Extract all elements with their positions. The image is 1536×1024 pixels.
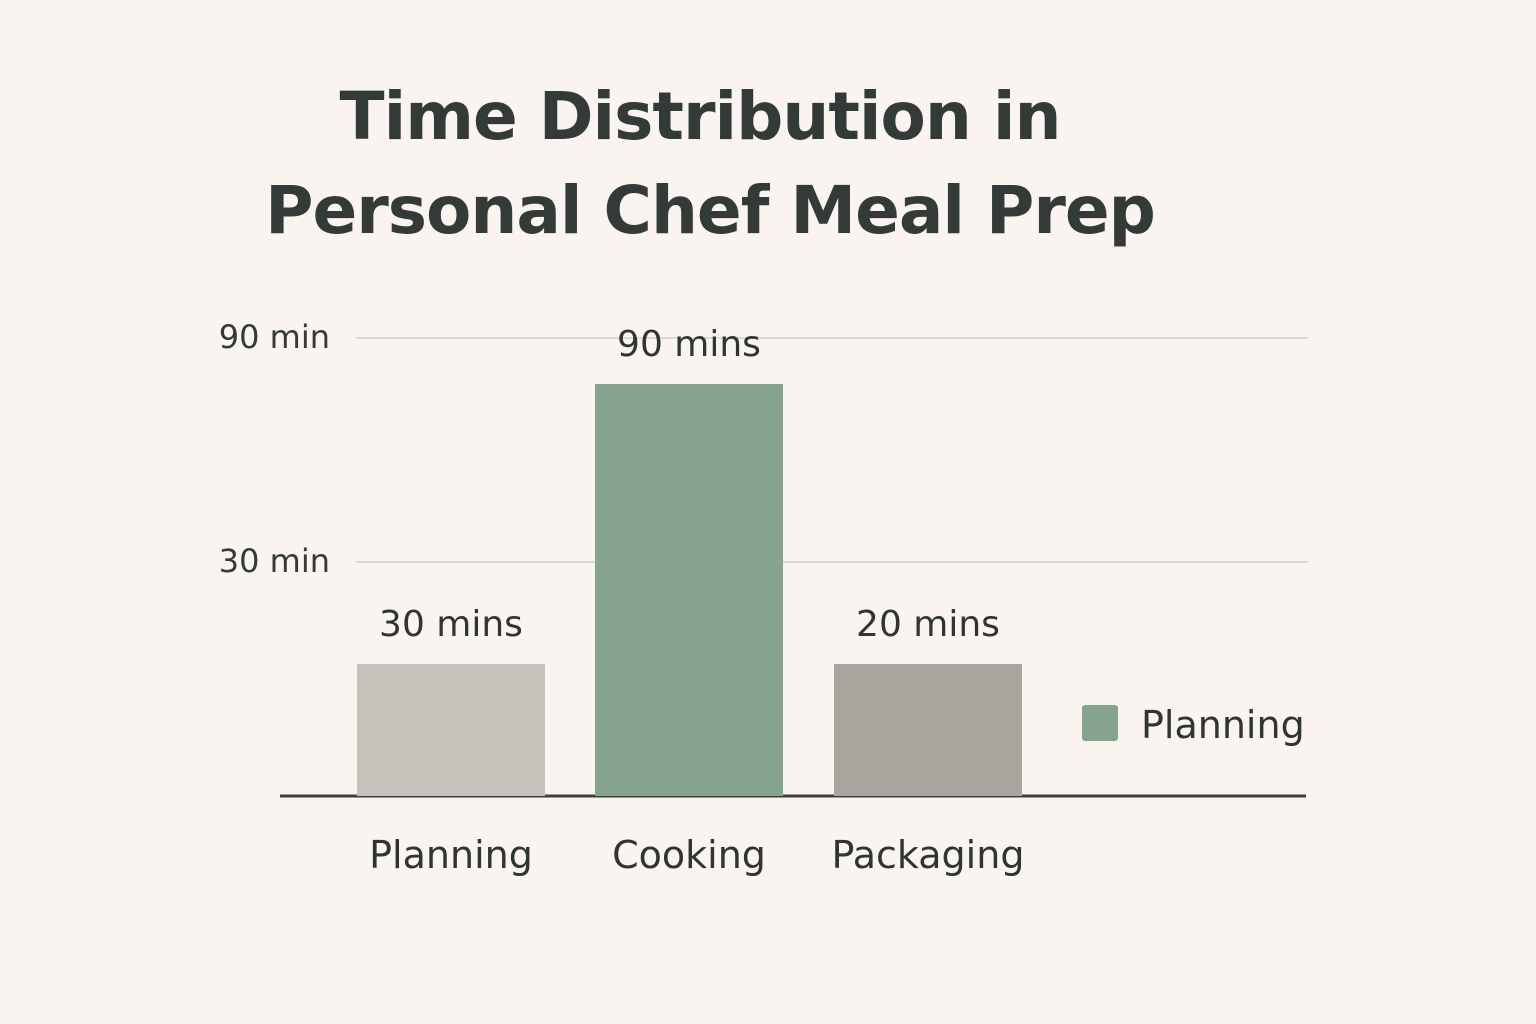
- data-label: 90 mins: [617, 324, 761, 365]
- legend-label: Planning: [1141, 703, 1305, 747]
- bar-cooking: [595, 384, 783, 796]
- legend-swatch: [1082, 705, 1118, 741]
- chart-title-line-1: Time Distribution in: [339, 78, 1062, 155]
- y-tick-label: 30 min: [219, 542, 330, 580]
- data-label: 20 mins: [856, 604, 1000, 645]
- chart-title-line-2: Personal Chef Meal Prep: [265, 172, 1156, 249]
- bar-packaging: [834, 664, 1022, 796]
- bar-layer: [357, 384, 1022, 796]
- x-tick-label: Cooking: [612, 833, 766, 877]
- legend: Planning: [1082, 703, 1305, 747]
- data-label: 30 mins: [379, 604, 523, 645]
- bar-planning: [357, 664, 545, 796]
- label-layer: 90 min 30 min 30 mins Planning 90 mins Cookin…: [219, 318, 1025, 877]
- x-tick-label: Planning: [369, 833, 533, 877]
- y-tick-label: 90 min: [219, 318, 330, 356]
- x-tick-label: Packaging: [832, 833, 1025, 877]
